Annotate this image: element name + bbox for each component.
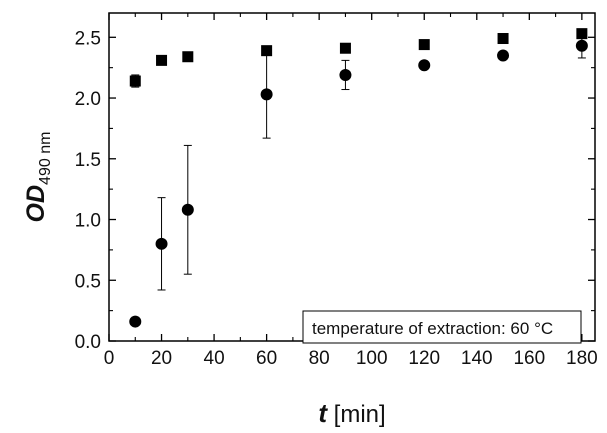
y-tick-label: 2.0 <box>75 89 101 110</box>
square-marker <box>182 51 194 63</box>
y-axis-title: OD490 nm <box>22 132 54 223</box>
square-marker <box>339 42 351 54</box>
x-tick-label: 180 <box>566 348 598 369</box>
circle-marker <box>497 49 510 62</box>
y-tick-label: 1.0 <box>75 211 101 232</box>
x-tick-label: 0 <box>104 348 115 369</box>
y-axis-title-main: OD <box>22 185 50 223</box>
circle-marker <box>129 315 142 328</box>
y-tick-label: 0.5 <box>75 271 101 292</box>
axis-ticks <box>108 13 595 342</box>
square-marker <box>261 45 273 57</box>
circle-marker <box>339 68 352 81</box>
y-axis-title-sub: 490 nm <box>37 132 54 185</box>
y-tick-label: 0.0 <box>75 332 101 353</box>
x-tick-label: 40 <box>204 348 225 369</box>
x-tick-label: 80 <box>309 348 330 369</box>
x-axis-title-unit: [min] <box>327 401 386 428</box>
annotation-box: temperature of extraction: 60 °C <box>302 310 582 344</box>
circle-marker <box>575 39 588 52</box>
data-points <box>129 28 588 328</box>
square-marker <box>497 33 509 45</box>
y-tick-label: 1.5 <box>75 150 101 171</box>
x-tick-label: 100 <box>356 348 388 369</box>
x-tick-label: 20 <box>151 348 172 369</box>
circle-marker <box>260 88 273 101</box>
square-marker <box>418 39 430 51</box>
circle-marker <box>155 237 168 250</box>
annotation-frame <box>302 310 582 344</box>
x-tick-labels: 0 20 40 60 80 100 120 140 160 180 <box>104 348 598 369</box>
y-tick-label: 2.5 <box>75 28 101 49</box>
x-axis-title: t [min] <box>318 398 385 428</box>
plot-frame <box>108 12 596 342</box>
x-tick-label: 120 <box>408 348 440 369</box>
x-tick-label: 60 <box>256 348 277 369</box>
circle-marker <box>418 59 431 72</box>
circle-marker <box>181 203 194 216</box>
square-marker <box>576 28 588 40</box>
annotation-text: temperature of extraction: 60 °C <box>312 319 553 338</box>
x-tick-label: 160 <box>513 348 545 369</box>
error-bars <box>131 33 586 291</box>
x-axis-title-main: t <box>318 398 328 428</box>
x-tick-label: 140 <box>461 348 493 369</box>
square-marker <box>129 75 141 87</box>
y-tick-labels: 0.0 0.5 1.0 1.5 2.0 2.5 <box>75 28 101 353</box>
square-marker <box>156 54 168 66</box>
